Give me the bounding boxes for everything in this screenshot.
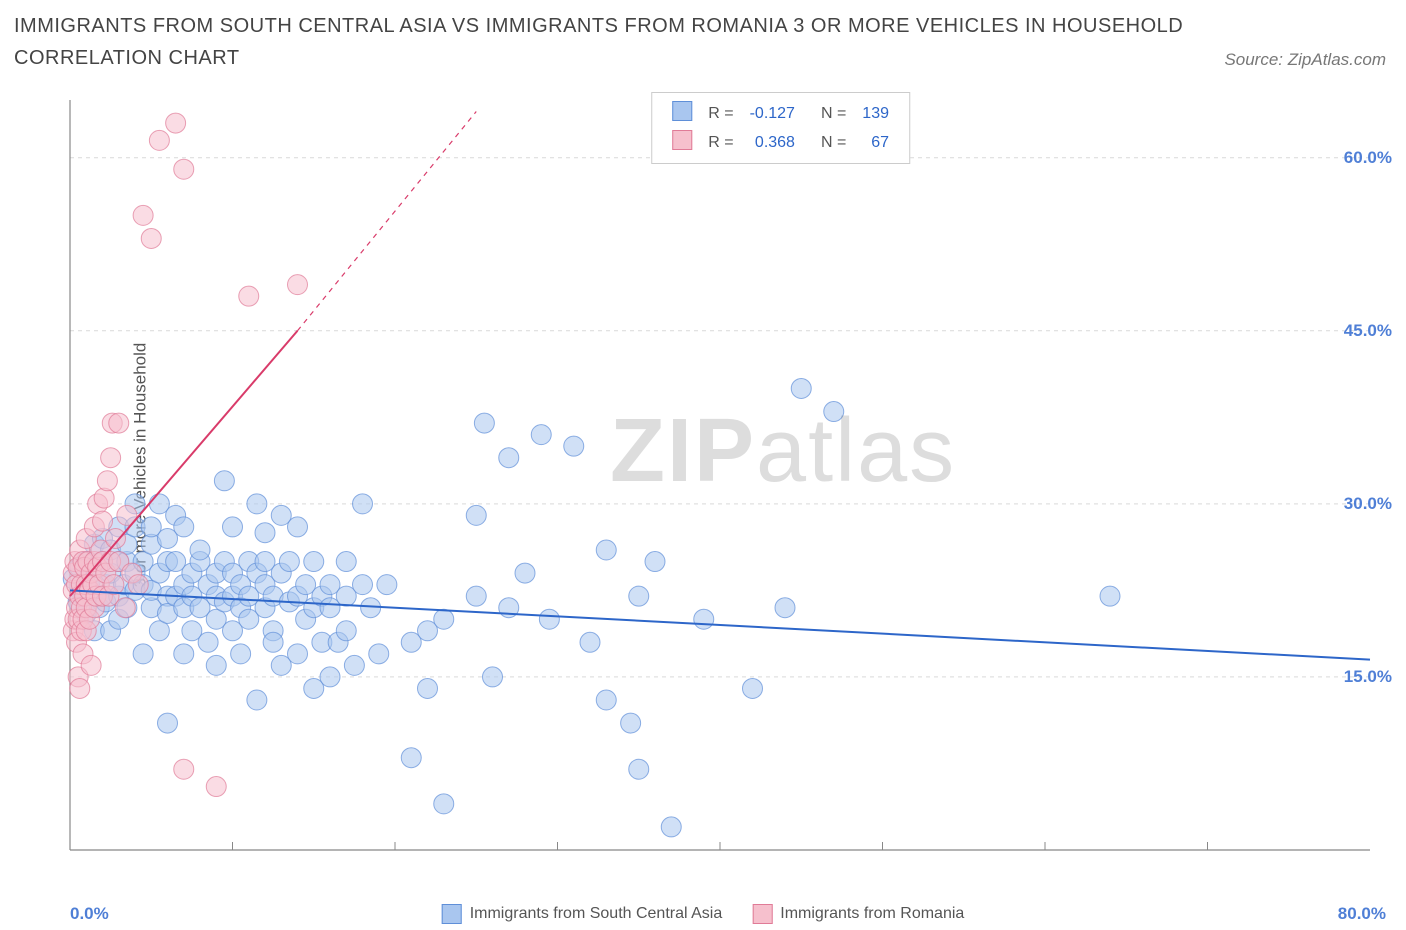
scatter-svg	[60, 90, 1380, 860]
legend-item: Immigrants from Romania	[752, 904, 964, 924]
legend-label: Immigrants from South Central Asia	[470, 905, 723, 923]
y-tick-label: 45.0%	[1344, 321, 1392, 341]
stat-label-r: R =	[700, 99, 741, 128]
y-tick-label: 30.0%	[1344, 494, 1392, 514]
y-tick-label: 60.0%	[1344, 148, 1392, 168]
legend-swatch	[672, 130, 692, 150]
chart-container: IMMIGRANTS FROM SOUTH CENTRAL ASIA VS IM…	[0, 0, 1406, 930]
legend-swatch	[442, 904, 462, 924]
y-tick-label: 15.0%	[1344, 667, 1392, 687]
legend-stats-row: R =-0.127N =139	[664, 99, 897, 128]
legend-item: Immigrants from South Central Asia	[442, 904, 723, 924]
x-axis-max-label: 80.0%	[1338, 904, 1386, 924]
stat-value-n: 67	[854, 128, 897, 157]
stat-value-n: 139	[854, 99, 897, 128]
x-axis-min-label: 0.0%	[70, 904, 109, 924]
legend-stats-box: R =-0.127N =139R =0.368N =67	[651, 92, 910, 164]
stat-label-n: N =	[803, 99, 854, 128]
legend-stats-row: R =0.368N =67	[664, 128, 897, 157]
legend-swatch	[672, 101, 692, 121]
stat-value-r: 0.368	[742, 128, 803, 157]
chart-title: IMMIGRANTS FROM SOUTH CENTRAL ASIA VS IM…	[14, 10, 1206, 74]
stat-label-n: N =	[803, 128, 854, 157]
stat-value-r: -0.127	[742, 99, 803, 128]
plot-area	[60, 90, 1380, 860]
legend-series: Immigrants from South Central Asia Immigr…	[442, 904, 965, 924]
legend-label: Immigrants from Romania	[780, 905, 964, 923]
source-label: Source: ZipAtlas.com	[1224, 50, 1386, 70]
x-axis-footer: 0.0% Immigrants from South Central AsiaI…	[0, 890, 1406, 930]
stat-label-r: R =	[700, 128, 741, 157]
legend-swatch	[752, 904, 772, 924]
